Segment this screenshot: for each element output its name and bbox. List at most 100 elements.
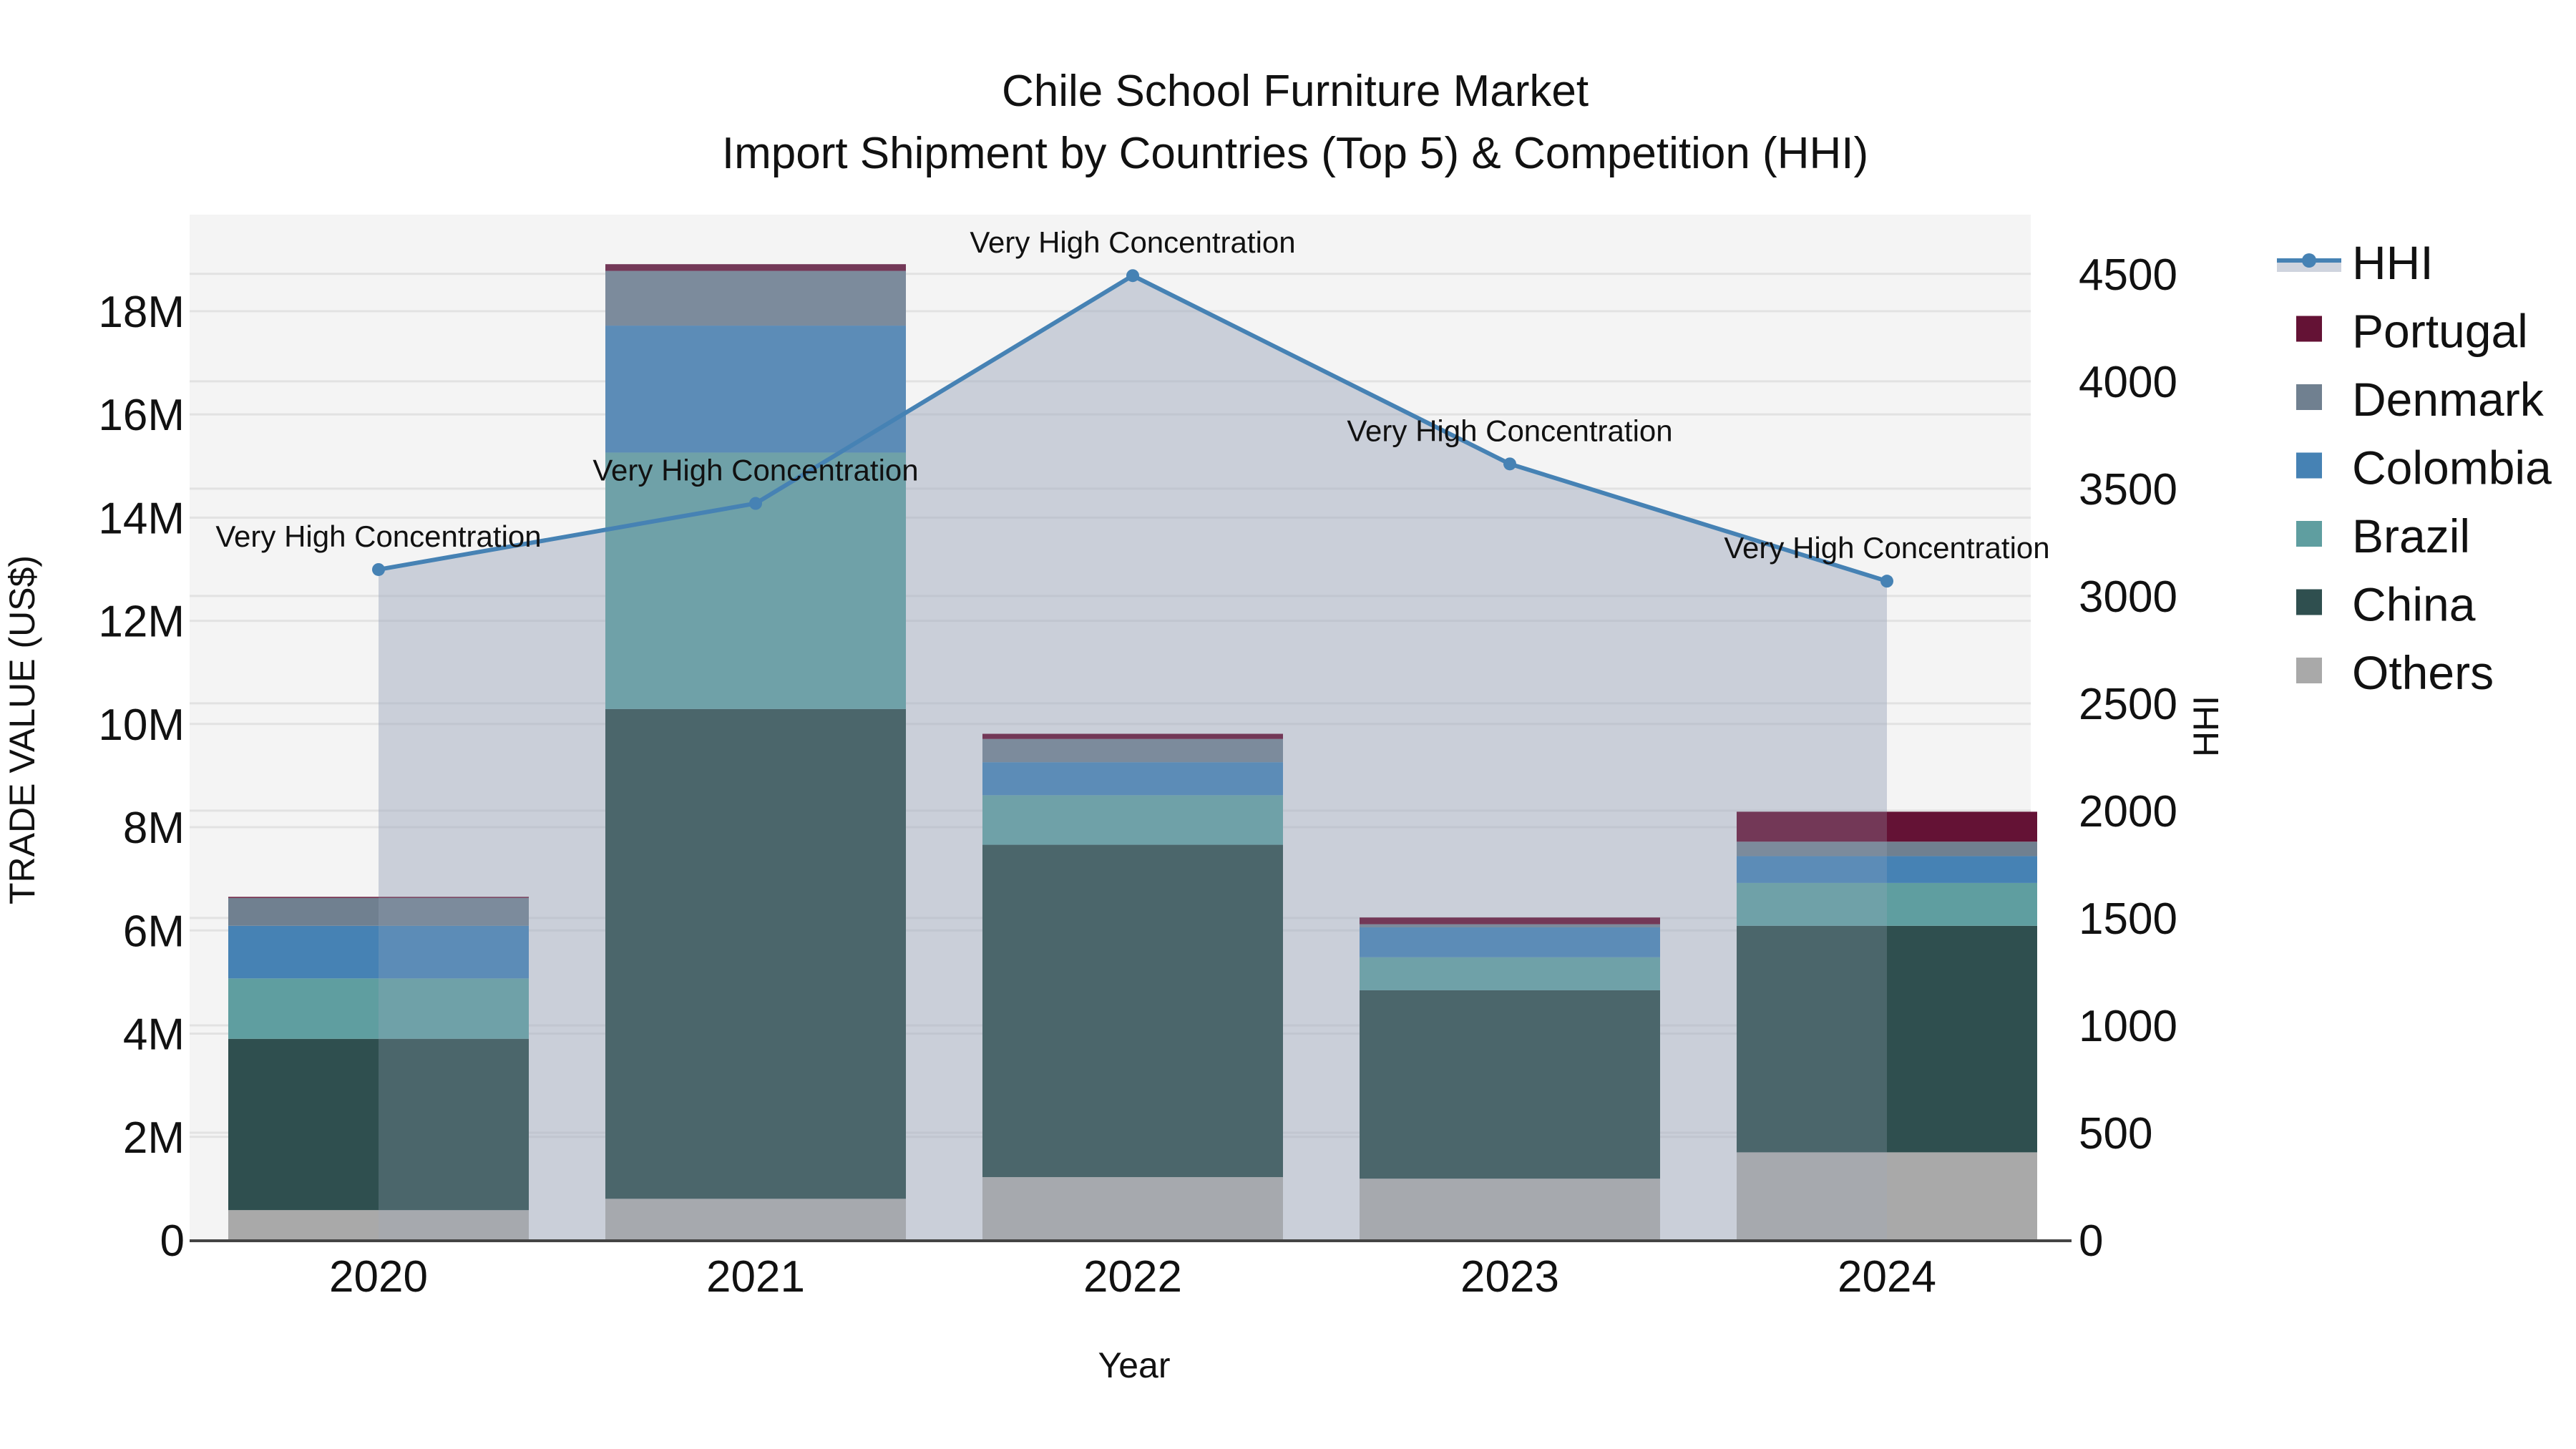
- bar-segment-denmark[interactable]: [982, 738, 1283, 763]
- legend-label: HHI: [2352, 236, 2434, 289]
- bar-segment-colombia[interactable]: [605, 326, 906, 453]
- bar-segment-china[interactable]: [1360, 990, 1660, 1179]
- y-right-axis-title: HHI: [2186, 696, 2226, 757]
- legend-label: Brazil: [2352, 509, 2470, 562]
- bar-segment-portugal[interactable]: [1360, 917, 1660, 924]
- bar-segment-china[interactable]: [228, 1038, 529, 1211]
- y-left-tick-label: 14M: [98, 494, 185, 543]
- bar-segment-denmark[interactable]: [228, 897, 529, 926]
- bar-segment-colombia[interactable]: [1360, 927, 1660, 957]
- hhi-marker[interactable]: [1126, 269, 1139, 283]
- bar-segment-colombia[interactable]: [1737, 856, 2037, 883]
- legend-item-denmark[interactable]: Denmark: [2296, 373, 2545, 426]
- y-left-tick-label: 16M: [98, 391, 185, 440]
- x-tick-label: 2024: [1838, 1252, 1936, 1302]
- bar-area-overlay: [1360, 917, 1660, 1240]
- y-left-tick-label: 0: [160, 1216, 185, 1266]
- x-ticks: 2020 2021 2022 2023 2024: [329, 1252, 1936, 1302]
- y-right-tick-label: 1500: [2079, 894, 2177, 944]
- y-left-axis-title: TRADE VALUE (US$): [2, 555, 42, 904]
- bar-segment-brazil[interactable]: [228, 978, 529, 1039]
- legend-label: Denmark: [2352, 373, 2545, 426]
- bar-area-overlay: [982, 733, 1283, 1240]
- annotation-label: Very High Concentration: [1724, 531, 2049, 565]
- hhi-marker[interactable]: [749, 497, 762, 510]
- square-legend-icon: [2296, 316, 2322, 342]
- y-left-ticks: 0 2M 4M 6M 8M 10M 12M 14M 16M 18M: [98, 288, 185, 1266]
- square-legend-icon: [2296, 384, 2322, 410]
- x-tick-label: 2022: [1083, 1252, 1182, 1302]
- bar-area-overlay: [1737, 811, 1887, 1240]
- bar-segment-portugal[interactable]: [1737, 811, 2037, 842]
- y-left-tick-label: 8M: [123, 804, 185, 853]
- x-axis-title: Year: [1098, 1345, 1170, 1385]
- bar-segment-colombia[interactable]: [228, 925, 529, 979]
- bar-segment-denmark[interactable]: [605, 270, 906, 326]
- hhi-line: [372, 269, 1893, 588]
- hhi-marker[interactable]: [1880, 575, 1893, 588]
- bar-segment-others[interactable]: [605, 1199, 906, 1240]
- annotation-label: Very High Concentration: [970, 225, 1295, 259]
- chart-title-line2: Import Shipment by Countries (Top 5) & C…: [722, 129, 1868, 178]
- y-left-tick-label: 10M: [98, 701, 185, 750]
- hhi-marker[interactable]: [372, 562, 385, 576]
- bar-segment-portugal[interactable]: [605, 264, 906, 271]
- hhi-annotations: Very High Concentration Very High Concent…: [215, 225, 2049, 565]
- bar-area-overlay: [379, 897, 529, 1240]
- stacked-bars: [228, 264, 2037, 1240]
- x-tick-label: 2020: [329, 1252, 428, 1302]
- y-left-tick-label: 6M: [123, 907, 185, 956]
- legend-label: Colombia: [2352, 441, 2552, 494]
- y-left-tick-label: 18M: [98, 288, 185, 337]
- square-legend-icon: [2296, 521, 2322, 547]
- bar-segment-brazil[interactable]: [605, 452, 906, 709]
- square-legend-icon: [2296, 452, 2322, 479]
- y-left-tick-label: 4M: [123, 1010, 185, 1060]
- bar-segment-others[interactable]: [1360, 1179, 1660, 1240]
- y-left-tick-label: 2M: [123, 1113, 185, 1163]
- bar-segment-others[interactable]: [982, 1177, 1283, 1240]
- bar-segment-china[interactable]: [605, 708, 906, 1199]
- y-right-ticks: 0 500 1000 1500 2000 2500 3000 3500 4000 4500: [2079, 250, 2177, 1266]
- bar-segment-brazil[interactable]: [1360, 957, 1660, 990]
- bar-segment-brazil[interactable]: [1737, 882, 2037, 926]
- annotation-label: Very High Concentration: [592, 454, 918, 487]
- annotation-label: Very High Concentration: [1347, 414, 1672, 447]
- legend-label: China: [2352, 578, 2476, 631]
- bar-segment-others[interactable]: [1737, 1152, 2037, 1240]
- x-tick-label: 2021: [706, 1252, 805, 1302]
- bar-area-overlay: [605, 264, 906, 1240]
- y-right-tick-label: 4000: [2079, 358, 2177, 407]
- legend: HHI Portugal Denmark Colombia Brazil China Oth…: [2277, 236, 2552, 699]
- square-legend-icon: [2296, 589, 2322, 615]
- chart-title-line1: Chile School Furniture Market: [1002, 67, 1589, 116]
- y-right-tick-label: 3000: [2079, 572, 2177, 622]
- x-tick-label: 2023: [1460, 1252, 1559, 1302]
- y-right-tick-label: 2000: [2079, 787, 2177, 836]
- legend-label: Portugal: [2352, 305, 2528, 358]
- y-left-tick-label: 12M: [98, 597, 185, 647]
- legend-item-others[interactable]: Others: [2296, 646, 2494, 699]
- bar-segment-brazil[interactable]: [982, 795, 1283, 845]
- y-right-tick-label: 4500: [2079, 250, 2177, 300]
- legend-item-colombia[interactable]: Colombia: [2296, 441, 2552, 494]
- y-right-tick-label: 2500: [2079, 680, 2177, 729]
- bar-segment-portugal[interactable]: [982, 733, 1283, 739]
- bar-segment-china[interactable]: [1737, 925, 2037, 1153]
- bar-segment-denmark[interactable]: [1360, 924, 1660, 927]
- bar-segment-denmark[interactable]: [1737, 841, 2037, 857]
- marker-legend-icon: [2302, 253, 2316, 268]
- bar-segment-china[interactable]: [982, 844, 1283, 1178]
- bar-segment-colombia[interactable]: [982, 762, 1283, 796]
- legend-item-china[interactable]: China: [2296, 578, 2476, 631]
- y-right-tick-label: 0: [2079, 1216, 2103, 1266]
- square-legend-icon: [2296, 658, 2322, 683]
- bar-segment-others[interactable]: [228, 1210, 529, 1240]
- annotation-label: Very High Concentration: [215, 519, 541, 553]
- y-right-tick-label: 1000: [2079, 1002, 2177, 1051]
- legend-item-hhi[interactable]: HHI: [2277, 236, 2434, 289]
- legend-item-portugal[interactable]: Portugal: [2296, 305, 2528, 358]
- hhi-marker[interactable]: [1503, 457, 1516, 471]
- legend-item-brazil[interactable]: Brazil: [2296, 509, 2470, 562]
